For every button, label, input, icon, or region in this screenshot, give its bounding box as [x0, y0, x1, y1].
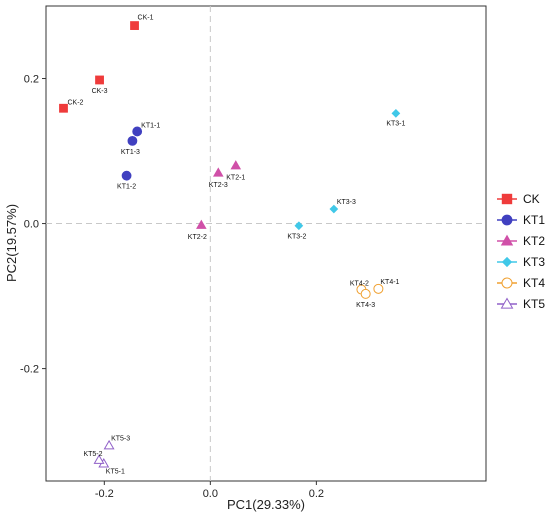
point-label: KT4-2 — [350, 281, 369, 288]
axis-ticks: -0.2 0.0 0.2 -0.2 0.0 0.2 — [20, 74, 324, 500]
legend-label: KT3 — [523, 255, 545, 269]
point-kt3-2 — [294, 221, 304, 231]
y-axis-title: PC2(19.57%) — [4, 204, 19, 282]
legend-item-kt5: KT5 — [497, 297, 545, 311]
legend-marker — [500, 297, 514, 309]
x-axis-title: PC1(29.33%) — [227, 497, 305, 512]
point-label: KT3-2 — [287, 234, 306, 241]
point-label: KT2-3 — [209, 182, 228, 189]
legend-marker — [501, 277, 513, 289]
point-label: KT2-2 — [188, 234, 207, 241]
point-label: CK-2 — [67, 99, 83, 106]
legend-item-kt2: KT2 — [497, 234, 545, 248]
point-kt4-1 — [373, 283, 384, 294]
legend-item-kt1: KT1 — [497, 213, 545, 227]
legend-item-kt4: KT4 — [497, 276, 545, 290]
point-kt3-3 — [329, 204, 339, 214]
point-label: KT1-3 — [121, 149, 140, 156]
x-tick-label: -0.2 — [95, 488, 114, 500]
legend-label: KT4 — [523, 276, 545, 290]
legend-marker — [501, 256, 513, 268]
point-label: KT4-1 — [380, 279, 399, 286]
legend-marker — [501, 193, 513, 205]
point-ck-1 — [130, 21, 139, 30]
point-kt2-2 — [196, 219, 207, 229]
x-tick-label: 0.0 — [203, 488, 218, 500]
y-tick-label: 0.2 — [24, 74, 39, 86]
point-label: KT2-1 — [226, 175, 245, 182]
point-ck-3 — [95, 75, 104, 85]
legend-item-ck: CK — [497, 192, 540, 206]
point-kt5-3 — [103, 439, 115, 450]
legend-label: KT1 — [523, 213, 545, 227]
legend-marker — [501, 214, 513, 226]
point-label: KT1-1 — [141, 122, 160, 129]
y-tick-label: 0.0 — [24, 219, 39, 231]
point-kt5-2 — [93, 454, 105, 464]
point-kt2-1 — [230, 160, 242, 170]
point-kt1-3 — [127, 135, 138, 146]
point-label: KT3-1 — [386, 120, 405, 127]
point-ck-2 — [59, 103, 68, 113]
point-kt4-3 — [360, 288, 371, 299]
point-kt2-3 — [212, 167, 224, 177]
point-label: KT4-3 — [356, 302, 375, 309]
point-label: KT5-2 — [83, 451, 102, 458]
reference-lines — [46, 6, 486, 481]
point-kt1-1 — [132, 126, 143, 137]
legend-label: KT2 — [523, 234, 545, 248]
point-label: KT5-1 — [106, 469, 125, 476]
legend-item-kt3: KT3 — [497, 255, 545, 269]
x-tick-label: 0.2 — [309, 488, 324, 500]
point-kt3-1 — [391, 108, 401, 118]
point-label: KT1-2 — [117, 184, 136, 191]
point-kt1-2 — [121, 170, 132, 181]
point-label: KT3-3 — [337, 199, 356, 206]
point-labels: CK-1 CK-2 CK-3 KT1-1 KT1-2 KT1-3 KT2-1 KT2-2 KT2… — [67, 15, 405, 476]
legend: CK KT1 KT2 KT3 KT4 KT5 — [497, 192, 545, 311]
point-label: CK-1 — [138, 15, 154, 22]
y-tick-label: -0.2 — [20, 364, 39, 376]
data-points — [59, 21, 401, 468]
legend-label: CK — [523, 192, 540, 206]
plot-frame — [45, 5, 487, 482]
point-label: CK-3 — [92, 88, 108, 95]
legend-marker — [500, 234, 514, 246]
legend-label: KT5 — [523, 297, 545, 311]
point-label: KT5-3 — [111, 435, 130, 442]
